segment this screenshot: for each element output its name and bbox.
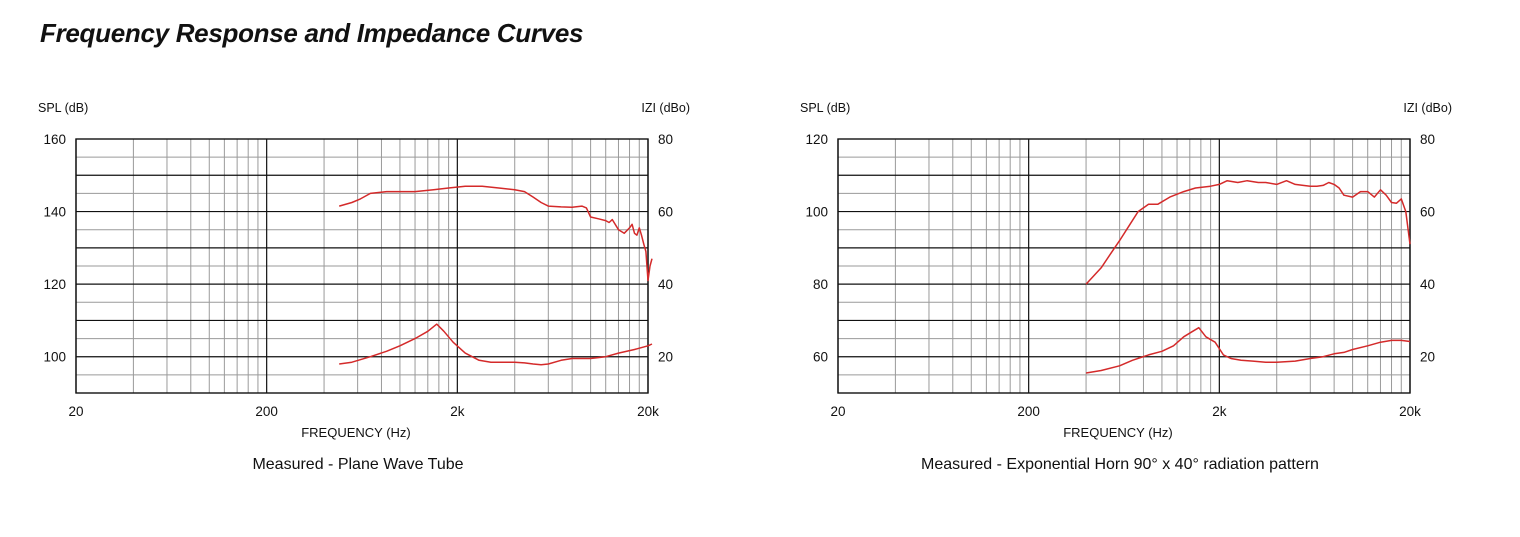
series-line-2	[339, 323, 653, 366]
chart-caption: Measured - Plane Wave Tube	[252, 456, 463, 473]
y-tick-right-label: 20	[1420, 350, 1435, 365]
y-axis-left-title: SPL (dB)	[38, 101, 88, 115]
grid	[837, 139, 1411, 393]
y-tick-left-label: 140	[43, 205, 66, 220]
x-tick-label: 20	[830, 404, 845, 419]
y-tick-right-label: 60	[658, 205, 673, 220]
y-axis-left-title: SPL (dB)	[800, 101, 850, 115]
page-title: Frequency Response and Impedance Curves	[40, 18, 584, 48]
y-tick-right-label: 20	[658, 350, 673, 365]
y-tick-left-label: 80	[813, 277, 828, 292]
x-tick-label: 20k	[637, 404, 659, 419]
y-tick-right-label: 80	[1420, 132, 1435, 147]
x-tick-label: 2k	[450, 404, 465, 419]
y-axis-right-title: IZI (dBo)	[1403, 101, 1452, 115]
plot-frame	[837, 138, 1411, 394]
y-tick-left-label: 120	[805, 132, 828, 147]
x-tick-label: 20k	[1399, 404, 1421, 419]
series-line-1	[338, 185, 653, 282]
x-tick-label: 2k	[1212, 404, 1227, 419]
x-axis-title: FREQUENCY (Hz)	[1063, 425, 1173, 440]
y-tick-right-label: 40	[658, 277, 673, 292]
y-tick-left-label: 160	[43, 132, 66, 147]
y-axis-right-title: IZI (dBo)	[641, 101, 690, 115]
chart-caption: Measured - Exponential Horn 90° x 40° ra…	[921, 456, 1319, 473]
y-tick-right-label: 60	[1420, 205, 1435, 220]
x-axis-title: FREQUENCY (Hz)	[301, 425, 411, 440]
y-tick-left-label: 100	[43, 350, 66, 365]
series-line-1	[1085, 179, 1411, 285]
series-line-2	[1085, 326, 1411, 374]
plot-frame	[75, 138, 649, 394]
y-tick-right-label: 80	[658, 132, 673, 147]
chart-1: SPL (dB) IZI (dBo) 160 140 120 100 80 60 40 20 20 2…	[38, 101, 690, 473]
y-tick-right-label: 40	[1420, 277, 1435, 292]
x-tick-label: 200	[255, 404, 278, 419]
x-tick-label: 200	[1017, 404, 1040, 419]
chart-2: SPL (dB) IZI (dBo) 120 100 80 60 80 60 40 20 20 200…	[800, 101, 1452, 473]
x-tick-label: 20	[68, 404, 83, 419]
y-tick-left-label: 120	[43, 277, 66, 292]
grid	[75, 139, 649, 393]
y-tick-left-label: 60	[813, 350, 828, 365]
y-tick-left-label: 100	[805, 205, 828, 220]
